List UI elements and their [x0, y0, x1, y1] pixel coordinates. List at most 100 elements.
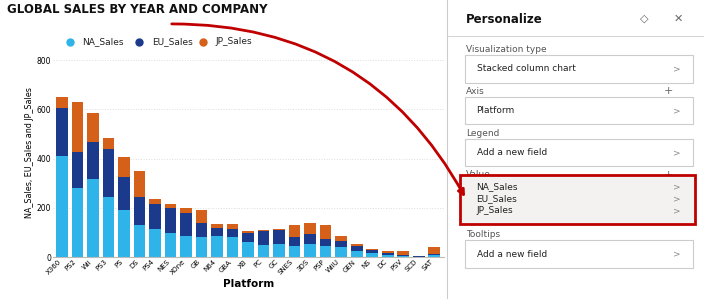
FancyBboxPatch shape [465, 139, 693, 166]
Bar [180, 213, 192, 236]
Bar [149, 199, 161, 204]
Text: EU_Sales: EU_Sales [152, 37, 193, 46]
Bar [335, 236, 347, 241]
Text: Personalize: Personalize [466, 13, 543, 26]
Bar [180, 236, 192, 257]
Bar [227, 224, 239, 229]
Text: JP_Sales: JP_Sales [215, 37, 252, 46]
Text: Visualization type: Visualization type [466, 45, 547, 54]
Text: Platform: Platform [477, 106, 515, 115]
Text: Legend: Legend [466, 129, 500, 138]
Text: Axis: Axis [466, 87, 485, 96]
Text: ◇: ◇ [640, 13, 648, 23]
Bar [397, 251, 409, 255]
Bar [273, 229, 285, 230]
Bar [351, 244, 363, 246]
Bar [87, 179, 99, 257]
FancyBboxPatch shape [465, 199, 693, 223]
Bar [149, 204, 161, 229]
Bar [134, 197, 146, 225]
Bar [289, 225, 301, 237]
Bar [87, 113, 99, 142]
Bar [397, 255, 409, 256]
Text: >: > [673, 250, 681, 259]
Text: >: > [673, 182, 681, 191]
Text: NA_Sales: NA_Sales [477, 182, 518, 191]
Bar [56, 97, 68, 108]
Bar [304, 234, 316, 244]
Bar [72, 102, 83, 152]
Bar [211, 224, 223, 228]
Bar [258, 231, 270, 245]
Bar [165, 204, 177, 208]
Bar [382, 251, 394, 253]
Text: >: > [673, 206, 681, 215]
Y-axis label: NA_Sales, EU_Sales and JP_Sales: NA_Sales, EU_Sales and JP_Sales [25, 87, 34, 218]
Text: >: > [673, 194, 681, 203]
Bar [180, 208, 192, 213]
Bar [103, 138, 115, 149]
Bar [165, 208, 177, 233]
Bar [196, 237, 208, 257]
Text: Value: Value [466, 170, 491, 179]
Text: +: + [664, 86, 673, 96]
Bar [429, 255, 440, 257]
Bar [242, 242, 254, 257]
Bar [72, 188, 83, 257]
Bar [242, 233, 254, 242]
X-axis label: Platform: Platform [222, 279, 274, 289]
Bar [273, 230, 285, 244]
Bar [258, 230, 270, 231]
FancyBboxPatch shape [465, 55, 693, 83]
Bar [103, 197, 115, 257]
Bar [335, 241, 347, 247]
Bar [211, 228, 223, 236]
Bar [134, 225, 146, 257]
Bar [351, 251, 363, 257]
Bar [382, 255, 394, 257]
Bar [289, 246, 301, 257]
Text: Stacked column chart: Stacked column chart [477, 64, 575, 73]
Bar [320, 239, 332, 246]
Bar [413, 256, 425, 257]
FancyBboxPatch shape [465, 175, 693, 199]
Bar [335, 247, 347, 257]
Text: +: + [664, 170, 673, 180]
Bar [366, 248, 378, 250]
Bar [273, 244, 285, 257]
Text: JP_Sales: JP_Sales [477, 206, 513, 215]
FancyBboxPatch shape [465, 240, 693, 268]
Text: ✕: ✕ [673, 13, 683, 23]
Bar [227, 229, 239, 237]
Bar [429, 247, 440, 254]
Text: Tooltips: Tooltips [466, 230, 501, 239]
Text: Add a new field: Add a new field [477, 250, 547, 259]
Text: >: > [673, 64, 681, 73]
Bar [289, 237, 301, 246]
Bar [165, 233, 177, 257]
FancyBboxPatch shape [465, 97, 693, 124]
Bar [56, 156, 68, 257]
Text: >: > [673, 106, 681, 115]
Bar [72, 152, 83, 188]
Text: EU_Sales: EU_Sales [477, 194, 517, 203]
Bar [366, 254, 378, 257]
Bar [320, 225, 332, 239]
Bar [211, 236, 223, 257]
Bar [87, 142, 99, 179]
Text: >: > [673, 148, 681, 157]
Bar [258, 245, 270, 257]
Text: Add a new field: Add a new field [477, 148, 547, 157]
Bar [134, 171, 146, 197]
Bar [118, 177, 130, 210]
Bar [382, 253, 394, 255]
Bar [397, 256, 409, 257]
Bar [196, 223, 208, 237]
Bar [320, 246, 332, 257]
Bar [351, 246, 363, 251]
Bar [149, 229, 161, 257]
Bar [304, 244, 316, 257]
Bar [366, 250, 378, 254]
Bar [56, 108, 68, 156]
Text: NA_Sales: NA_Sales [82, 37, 124, 46]
